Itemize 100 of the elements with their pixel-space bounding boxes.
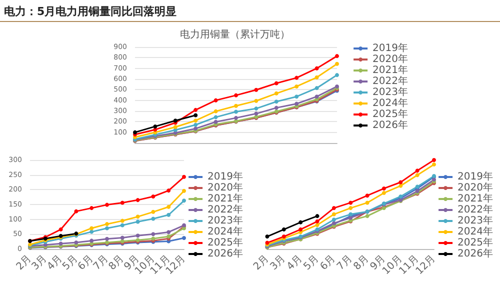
point — [254, 88, 258, 92]
point — [182, 236, 186, 240]
point — [120, 223, 124, 228]
point — [315, 214, 320, 218]
point — [90, 238, 94, 243]
point — [415, 168, 420, 173]
point — [105, 236, 109, 241]
point — [151, 232, 156, 236]
point — [136, 220, 140, 224]
point — [166, 212, 171, 217]
point — [332, 218, 336, 222]
legend-label: 2022年 — [208, 204, 244, 216]
point — [294, 94, 299, 99]
legend-label: 2026年 — [208, 248, 244, 260]
point — [120, 236, 124, 240]
point — [348, 200, 353, 205]
point — [365, 194, 370, 198]
legend-label: 2023年 — [208, 214, 244, 226]
legend-label: 2021年 — [208, 192, 244, 204]
legend-label: 2021年 — [458, 192, 494, 204]
point — [254, 112, 258, 116]
point — [214, 115, 218, 120]
point — [348, 206, 353, 210]
point — [298, 220, 303, 224]
point — [294, 102, 299, 106]
point — [182, 198, 186, 203]
point — [151, 210, 156, 214]
point — [153, 124, 158, 128]
point — [74, 240, 78, 244]
legend-label: 2024年 — [372, 97, 408, 109]
legend-label: 2023年 — [372, 86, 408, 98]
legend-label: 2020年 — [372, 53, 408, 65]
point — [314, 94, 319, 99]
point — [335, 73, 339, 78]
point — [214, 98, 218, 102]
legend-label: 2021年 — [372, 64, 408, 76]
point — [194, 122, 198, 127]
point — [398, 184, 403, 188]
chart-subtitle: 电力用铜量（累计万吨） — [180, 28, 290, 40]
point — [120, 218, 124, 223]
point — [294, 84, 299, 88]
point — [182, 174, 186, 179]
legend-label: 2026年 — [372, 119, 408, 131]
point — [234, 116, 238, 120]
legend-label: 2022年 — [372, 75, 408, 87]
point — [335, 62, 339, 66]
legend-label: 2024年 — [458, 226, 494, 238]
point — [298, 227, 303, 232]
point — [105, 222, 109, 226]
point — [234, 93, 238, 98]
legend-label: 2019年 — [458, 170, 494, 182]
legend-label: 2026年 — [458, 248, 494, 260]
x-tick-label: 4月 — [285, 253, 304, 272]
point — [254, 106, 258, 111]
legend-label: 2025年 — [208, 236, 244, 248]
point — [314, 66, 319, 70]
point — [214, 120, 218, 124]
point — [274, 100, 278, 104]
point — [74, 209, 78, 214]
point — [166, 204, 171, 209]
legend-label: 2022年 — [458, 204, 494, 216]
point — [432, 158, 436, 162]
point — [314, 86, 319, 90]
point — [234, 110, 238, 114]
point — [90, 226, 94, 230]
point — [58, 227, 63, 232]
legend-label: 2019年 — [208, 170, 244, 182]
point — [90, 230, 94, 234]
point — [315, 219, 320, 224]
point — [105, 226, 109, 230]
point — [282, 227, 286, 232]
point — [90, 206, 94, 210]
point — [136, 234, 140, 238]
point — [332, 206, 336, 210]
point — [182, 188, 186, 193]
point — [120, 200, 124, 205]
legend-label: 2019年 — [372, 42, 408, 54]
point — [254, 98, 258, 103]
point — [58, 242, 63, 246]
point — [432, 162, 436, 166]
point — [234, 104, 238, 108]
legend-label: 2025年 — [372, 108, 408, 120]
point — [166, 230, 171, 234]
point — [274, 81, 278, 86]
legend-label: 2020年 — [208, 182, 244, 194]
point — [415, 173, 420, 178]
point — [314, 75, 319, 80]
point — [151, 194, 156, 198]
point — [335, 54, 339, 58]
point — [274, 106, 278, 110]
point — [365, 200, 370, 205]
x-tick-label: 3月 — [30, 253, 50, 272]
legend-label: 2024年 — [208, 226, 244, 238]
point — [194, 108, 198, 112]
point — [365, 214, 370, 218]
point — [173, 125, 178, 129]
legend-label: 2023年 — [458, 214, 494, 226]
point — [136, 214, 140, 219]
point — [265, 234, 270, 239]
point — [315, 222, 320, 227]
